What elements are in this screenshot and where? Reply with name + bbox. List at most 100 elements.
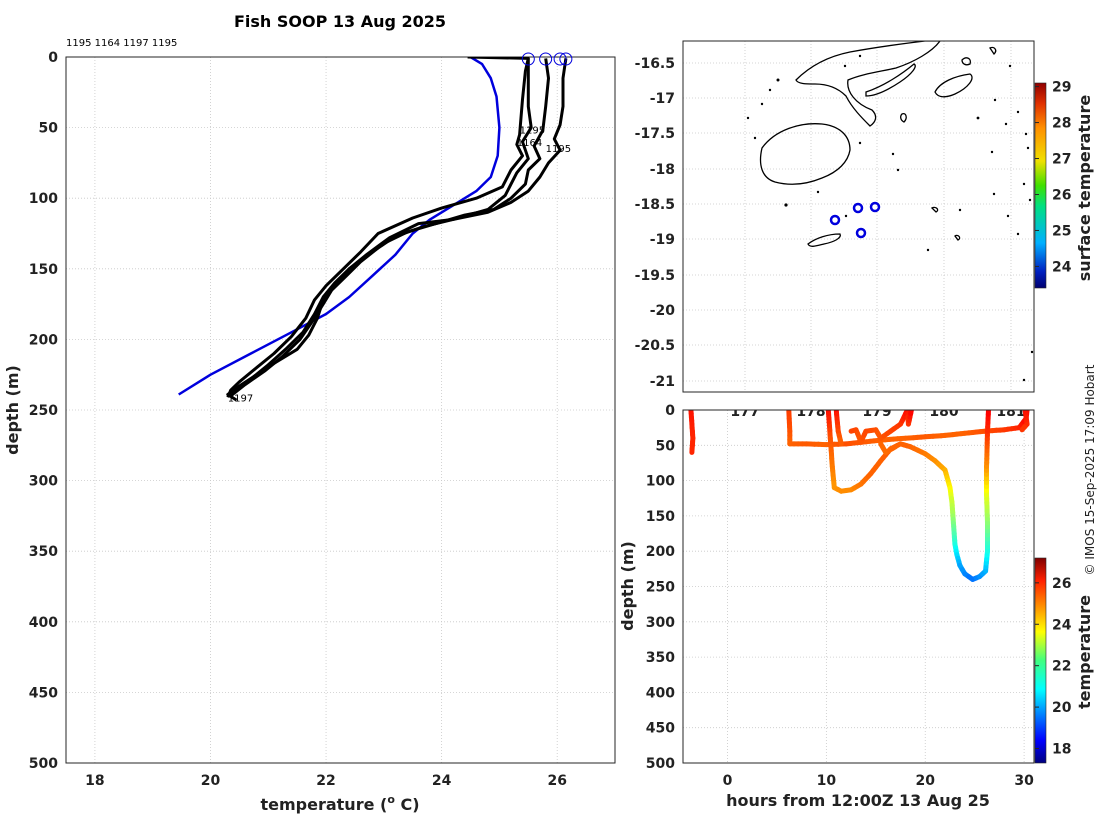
section-y-tick-label: 0: [665, 403, 675, 419]
island-dot: [858, 141, 862, 145]
drop-location-marker: [869, 201, 881, 213]
island-dot: [1022, 182, 1026, 186]
profile-id-labels: 1195 1164 1195 1197: [228, 125, 571, 404]
section-x-tick-label: 20: [915, 773, 935, 789]
temperature-colorbar: [1034, 557, 1047, 764]
coastline-vanua-levu: [795, 41, 941, 127]
track-segment: [889, 444, 899, 452]
profile-id-label: 1195: [520, 125, 545, 136]
profile-id-label: 1195: [546, 144, 571, 155]
island-dot: [891, 152, 895, 156]
profile-lines: [178, 57, 568, 402]
colorbar-tick-label: 26: [1052, 576, 1071, 592]
profile-id-list: 1195 1164 1197 1195: [66, 38, 177, 49]
section-y-tick-label: 400: [646, 685, 675, 701]
colorbar-tick-label: 25: [1052, 223, 1071, 239]
island-dot: [1006, 214, 1010, 218]
xbt-drop-locations: [829, 201, 881, 239]
map-lat-tick-label: -20.5: [635, 338, 675, 354]
map-axes-frame: [682, 40, 1035, 393]
x-tick-label: 18: [85, 773, 104, 789]
y-tick-label: 250: [29, 403, 58, 419]
profile-axes-frame: [65, 56, 616, 764]
track-segment: [1019, 424, 1028, 433]
section-y-tick-label: 100: [646, 474, 675, 490]
island-dot: [816, 190, 820, 194]
drop-location-marker: [852, 202, 864, 214]
x-tick-label: 24: [432, 773, 452, 789]
imos-credit: © IMOS 15-Sep-2025 17:09 Hobart: [1083, 364, 1097, 575]
section-y-tick-label: 250: [646, 580, 675, 596]
island-dot: [990, 150, 994, 154]
map-lat-tick-label: -19: [650, 232, 675, 248]
x-tick-label: 26: [547, 773, 566, 789]
section-grid: [683, 409, 1034, 764]
island-dot: [844, 214, 848, 218]
profile-line-profile-4: [232, 58, 568, 392]
drop-location-marker: [855, 227, 867, 239]
colorbar-tick-label: 20: [1052, 700, 1072, 716]
profile-line-profile-2: [226, 58, 533, 402]
profile-line-climatology: [178, 57, 501, 396]
coastline-viti-levu: [759, 123, 851, 185]
map-tick-labels: 177 178 179 180 181-16.5-17-17.5-18-18.5-19-…: [635, 56, 1026, 420]
island-dot: [976, 116, 980, 120]
surface-marker: [521, 52, 535, 66]
section-track: [688, 410, 1030, 582]
island-dot: [784, 203, 788, 207]
island-dot: [958, 208, 962, 212]
map-frame-group: [682, 40, 1035, 393]
profile-id-label: 1164: [517, 138, 542, 149]
temperature-colorbar-label: temperature: [1075, 595, 1094, 709]
section-y-tick-label: 200: [646, 544, 675, 560]
section-y-axis-label: depth (m): [618, 541, 637, 631]
surface-temperature-colorbar-label: surface temperature: [1075, 95, 1094, 282]
y-tick-label: 500: [29, 756, 58, 772]
section-y-tick-label: 500: [646, 756, 675, 772]
section-x-tick-label: 10: [817, 773, 837, 789]
coastline-islet-b: [900, 112, 907, 123]
map-lat-tick-label: -21: [650, 374, 675, 390]
surface-marker: [553, 52, 567, 66]
x-tick-label: 22: [316, 773, 335, 789]
coastline-islet-c: [930, 206, 939, 213]
island-dot: [858, 54, 862, 58]
island-dot: [768, 88, 772, 92]
coastline-kadavu: [807, 233, 841, 247]
y-tick-label: 150: [29, 262, 58, 278]
small-islands: [746, 54, 1034, 382]
colorbar-tick-label: 28: [1052, 116, 1071, 132]
section-y-tick-label: 50: [656, 438, 676, 454]
coastline-islet-a: [961, 57, 972, 66]
island-dot: [1024, 132, 1028, 136]
profile-line-profile-1: [226, 57, 530, 398]
coastline-islet-e: [954, 234, 961, 241]
coastline-lau-island: [934, 73, 973, 98]
temperature-colorbar-ticks: 18 20 22 24 26: [1035, 576, 1072, 758]
map-lat-tick-label: -17: [650, 91, 675, 107]
y-tick-label: 400: [29, 615, 58, 631]
y-tick-label: 450: [29, 685, 58, 701]
island-dot: [896, 168, 900, 172]
map-lat-tick-label: -17.5: [635, 126, 675, 142]
island-dot: [776, 78, 780, 82]
coastline: [759, 41, 997, 247]
section-x-tick-label: 0: [723, 773, 733, 789]
colorbar-tick-label: 18: [1052, 742, 1071, 758]
surface-markers: [521, 52, 573, 66]
section-axes-frame: [682, 409, 1035, 764]
island-dot: [1026, 146, 1030, 150]
section-x-tick-label: 30: [1014, 773, 1034, 789]
surface-marker: [539, 52, 553, 66]
y-tick-label: 200: [29, 332, 58, 348]
y-tick-label: 300: [29, 474, 58, 490]
profile-tick-labels: 18 20 22 24 26 0 50 100 150 200 250 300 350 400 450 500: [29, 50, 567, 789]
y-tick-label: 100: [29, 191, 58, 207]
island-dot: [1022, 378, 1026, 382]
surface-marker: [559, 52, 573, 66]
island-dot: [1008, 64, 1012, 68]
island-dot: [926, 248, 930, 252]
y-tick-label: 350: [29, 544, 58, 560]
